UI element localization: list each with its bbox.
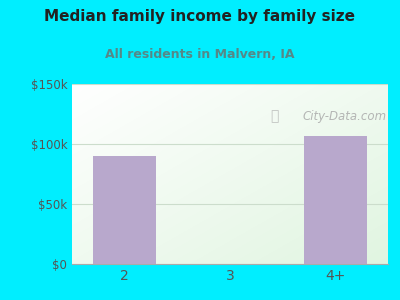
Bar	[304, 136, 367, 264]
Text: Median family income by family size: Median family income by family size	[44, 9, 356, 24]
Text: All residents in Malvern, IA: All residents in Malvern, IA	[105, 48, 295, 61]
Bar	[93, 156, 156, 264]
Text: City-Data.com: City-Data.com	[303, 110, 387, 123]
Text: ⦿: ⦿	[270, 110, 278, 123]
